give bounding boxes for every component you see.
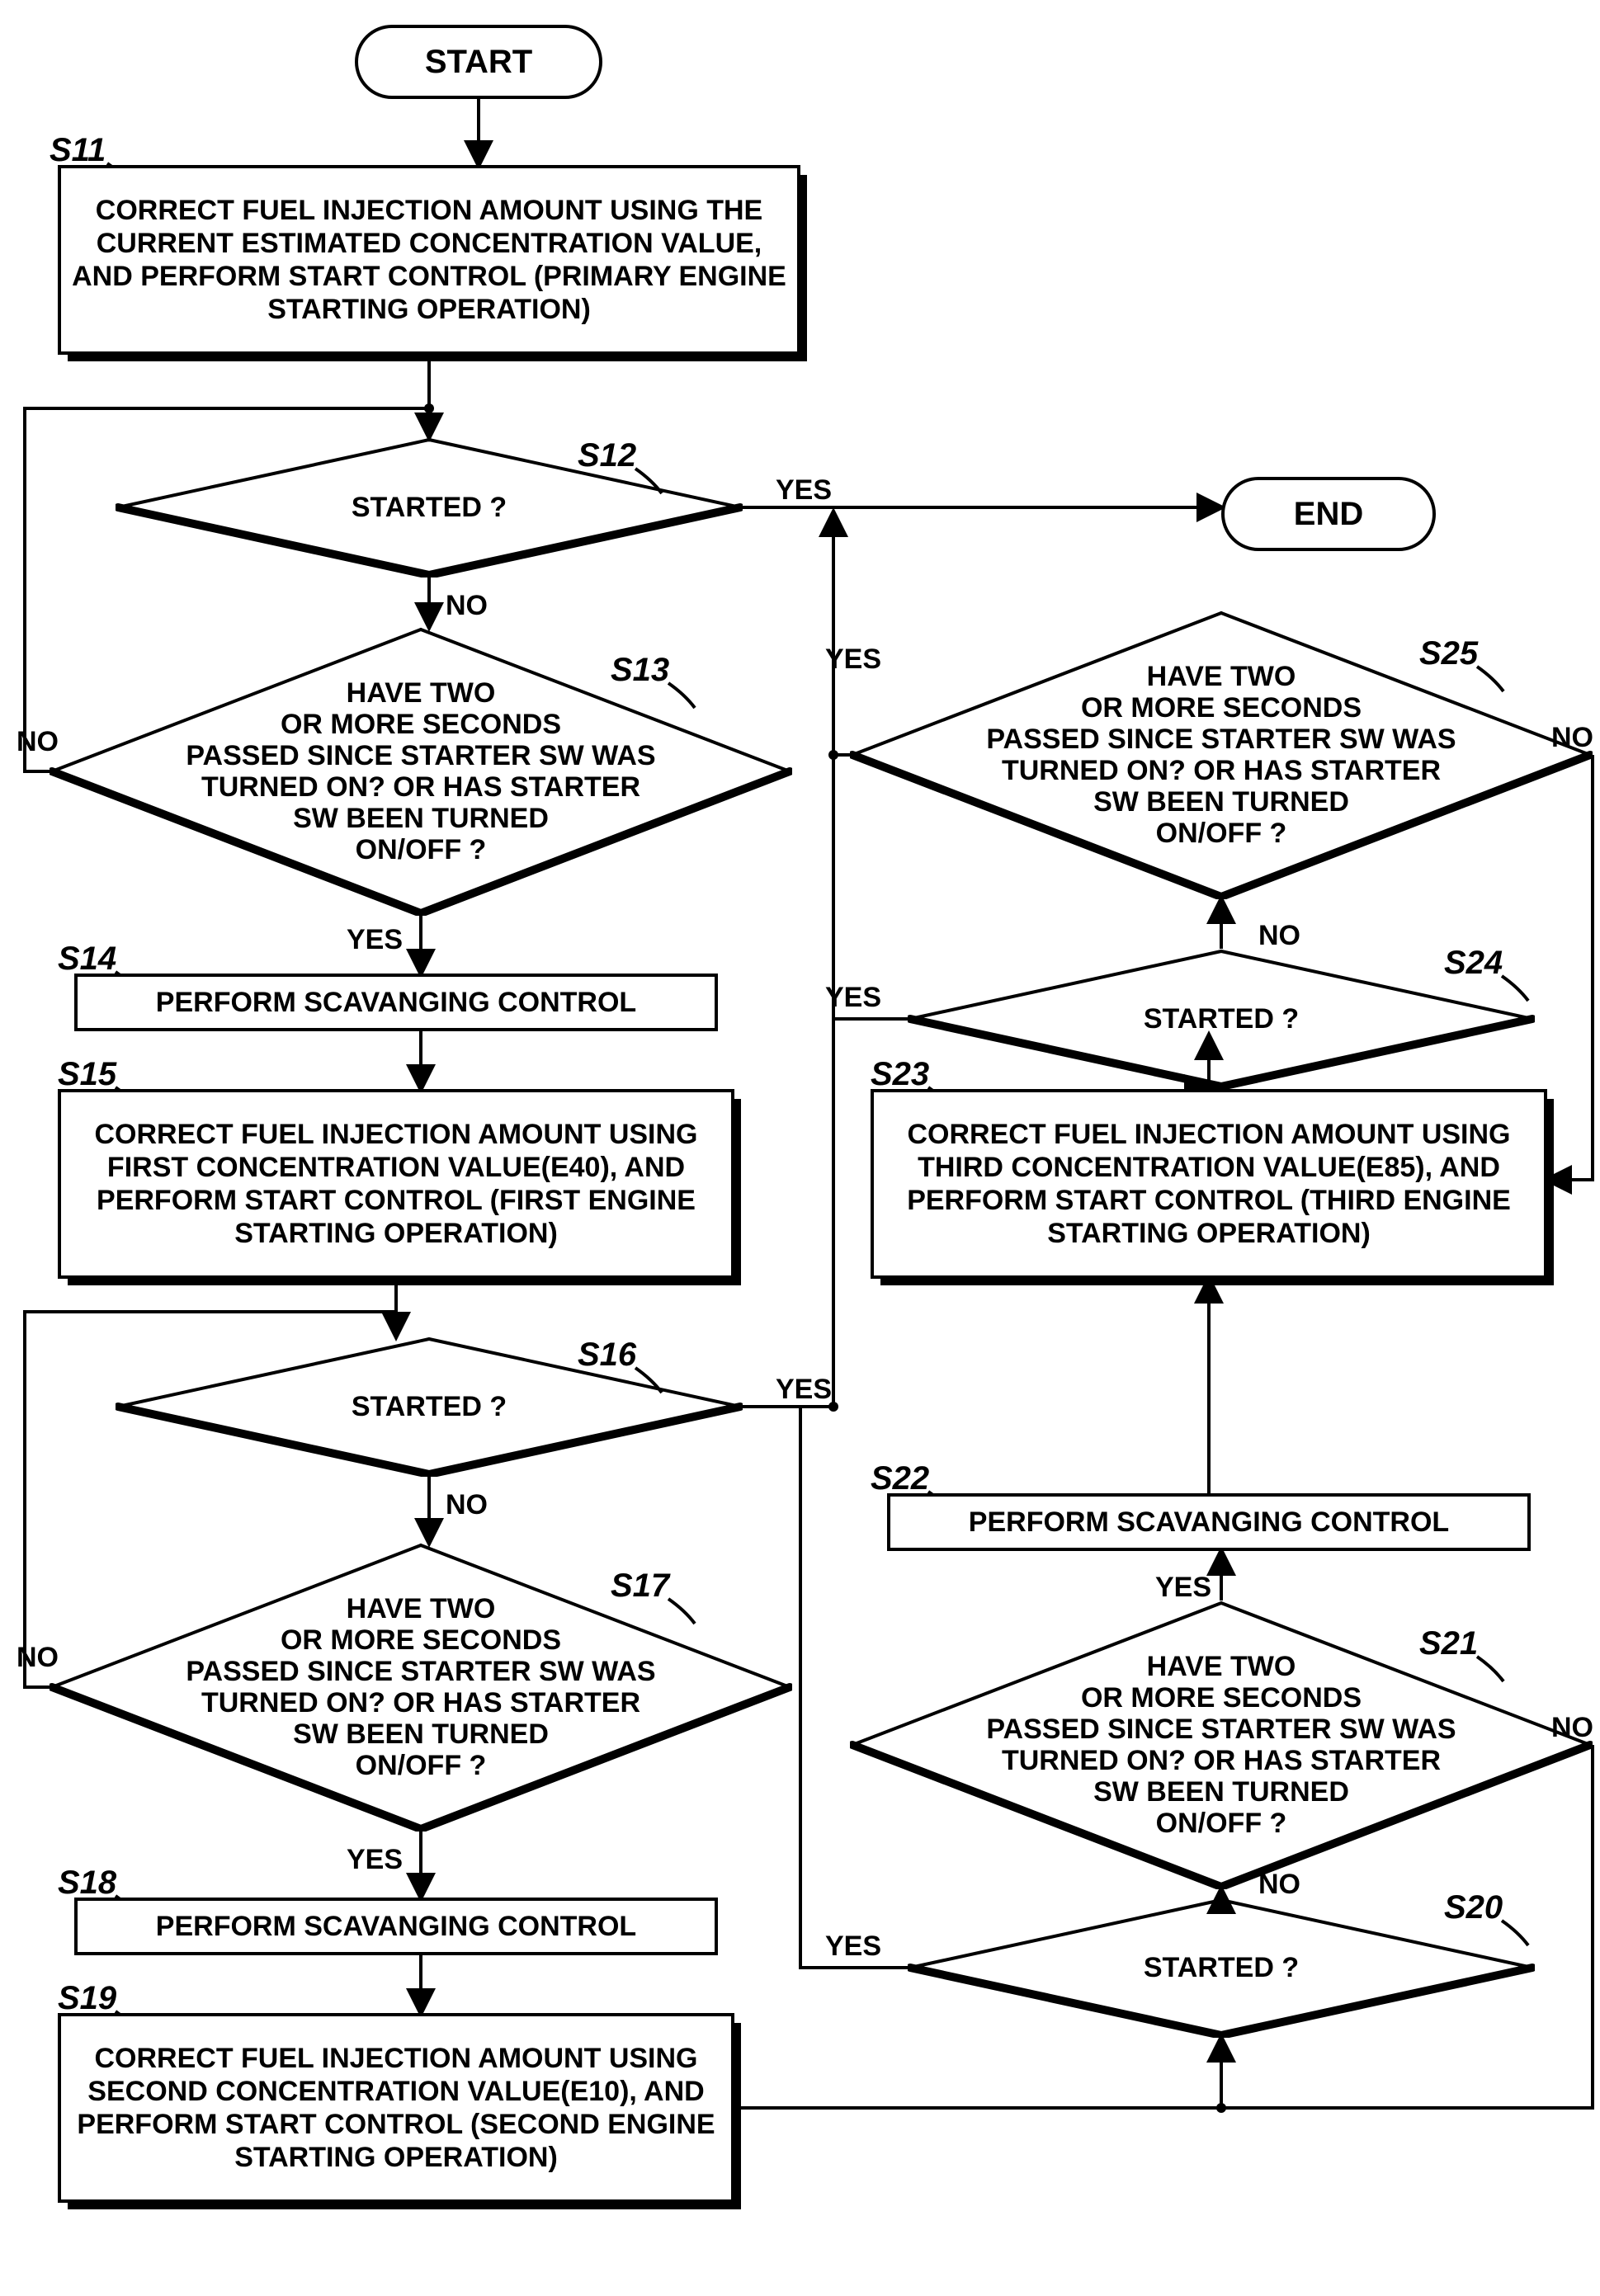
decision-s25: HAVE TWOOR MORE SECONDSPASSED SINCE STAR… — [850, 611, 1593, 899]
process-s23: CORRECT FUEL INJECTION AMOUNT USING THIR… — [871, 1089, 1547, 1279]
process-s22: PERFORM SCAVANGING CONTROL — [887, 1493, 1531, 1551]
step-label-s15: S15 — [58, 1056, 116, 1093]
edge-label-s20-yes: YES — [825, 1931, 881, 1963]
step-label-s18: S18 — [58, 1865, 116, 1902]
edge-label-s16-no: NO — [446, 1489, 488, 1521]
edge-label-s12-yes: YES — [776, 474, 832, 507]
step-label-s14: S14 — [58, 941, 116, 978]
process-s19-text: CORRECT FUEL INJECTION AMOUNT USING SECO… — [71, 2042, 721, 2174]
decision-s16-text: STARTED ? — [116, 1337, 743, 1477]
process-s15: CORRECT FUEL INJECTION AMOUNT USING FIRS… — [58, 1089, 734, 1279]
decision-s20: STARTED ? — [908, 1898, 1535, 2038]
end-terminal: END — [1221, 477, 1436, 551]
process-s11-text: CORRECT FUEL INJECTION AMOUNT USING THE … — [71, 194, 787, 326]
decision-s13-text: HAVE TWOOR MORE SECONDSPASSED SINCE STAR… — [50, 627, 792, 916]
step-label-s19: S19 — [58, 1980, 116, 2017]
process-s15-text: CORRECT FUEL INJECTION AMOUNT USING FIRS… — [71, 1118, 721, 1250]
edge-label-s12-no: NO — [446, 590, 488, 622]
decision-s24-text: STARTED ? — [908, 949, 1535, 1089]
step-label-s11: S11 — [50, 132, 106, 169]
decision-s17-text: HAVE TWOOR MORE SECONDSPASSED SINCE STAR… — [50, 1543, 792, 1832]
edge-label-s16-yes: YES — [776, 1374, 832, 1406]
process-s18: PERFORM SCAVANGING CONTROL — [74, 1898, 718, 1955]
decision-s20-text: STARTED ? — [908, 1898, 1535, 2038]
decision-s16: STARTED ? — [116, 1337, 743, 1477]
decision-s24: STARTED ? — [908, 949, 1535, 1089]
decision-s21-text: HAVE TWOOR MORE SECONDSPASSED SINCE STAR… — [850, 1601, 1593, 1889]
decision-s25-text: HAVE TWOOR MORE SECONDSPASSED SINCE STAR… — [850, 611, 1593, 899]
process-s22-text: PERFORM SCAVANGING CONTROL — [969, 1506, 1449, 1539]
process-s14-text: PERFORM SCAVANGING CONTROL — [156, 986, 636, 1019]
edge-label-s24-yes: YES — [825, 982, 881, 1014]
decision-s21: HAVE TWOOR MORE SECONDSPASSED SINCE STAR… — [850, 1601, 1593, 1889]
edge-label-s21-yes: YES — [1155, 1572, 1211, 1604]
decision-s12: STARTED ? — [116, 437, 743, 578]
step-label-s22: S22 — [871, 1460, 929, 1497]
end-text: END — [1294, 496, 1363, 533]
start-terminal: START — [355, 25, 602, 99]
process-s19: CORRECT FUEL INJECTION AMOUNT USING SECO… — [58, 2013, 734, 2203]
process-s23-text: CORRECT FUEL INJECTION AMOUNT USING THIR… — [884, 1118, 1534, 1250]
process-s14: PERFORM SCAVANGING CONTROL — [74, 974, 718, 1031]
process-s11: CORRECT FUEL INJECTION AMOUNT USING THE … — [58, 165, 800, 355]
edge-label-s24-no: NO — [1258, 920, 1300, 952]
edge-label-s17-yes: YES — [347, 1844, 403, 1876]
decision-s12-text: STARTED ? — [116, 437, 743, 578]
process-s18-text: PERFORM SCAVANGING CONTROL — [156, 1910, 636, 1943]
start-text: START — [425, 44, 532, 81]
decision-s13: HAVE TWOOR MORE SECONDSPASSED SINCE STAR… — [50, 627, 792, 916]
decision-s17: HAVE TWOOR MORE SECONDSPASSED SINCE STAR… — [50, 1543, 792, 1832]
edge-label-s13-yes: YES — [347, 924, 403, 956]
